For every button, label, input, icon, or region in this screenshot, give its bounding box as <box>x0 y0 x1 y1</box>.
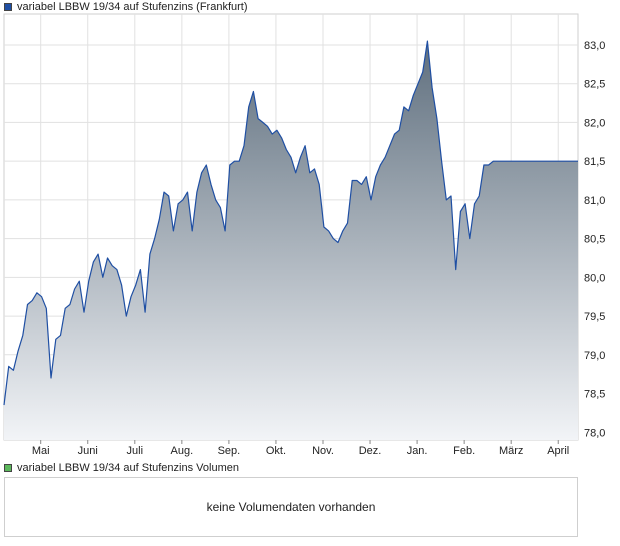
y-tick-label: 81,5 <box>584 156 605 168</box>
volume-legend-swatch <box>4 464 12 472</box>
price-legend: variabel LBBW 19/34 auf Stufenzins (Fran… <box>4 0 248 14</box>
y-tick-label: 82,5 <box>584 79 605 91</box>
price-line <box>3 40 578 406</box>
price-area-fill <box>4 41 578 440</box>
volume-legend: variabel LBBW 19/34 auf Stufenzins Volum… <box>4 461 239 475</box>
x-tick-label: Juni <box>78 445 98 457</box>
x-tick-label: April <box>547 445 569 457</box>
price-legend-label: variabel LBBW 19/34 auf Stufenzins (Fran… <box>17 1 248 13</box>
volume-legend-label: variabel LBBW 19/34 auf Stufenzins Volum… <box>17 462 239 474</box>
y-tick-label: 81,0 <box>584 195 605 207</box>
y-tick-label: 79,5 <box>584 311 605 323</box>
x-tick-label: Jan. <box>407 445 428 457</box>
volume-panel: keine Volumendaten vorhanden <box>4 477 578 537</box>
y-tick-label: 83,0 <box>584 40 605 52</box>
y-tick-label: 82,0 <box>584 117 605 129</box>
x-tick-label: Feb. <box>453 445 475 457</box>
x-tick-label: Okt. <box>266 445 286 457</box>
y-tick-label: 79,0 <box>584 350 605 362</box>
x-tick-label: März <box>499 445 523 457</box>
x-tick-label: Juli <box>127 445 144 457</box>
y-tick-label: 80,0 <box>584 272 605 284</box>
y-tick-label: 78,5 <box>584 389 605 401</box>
price-chart: Mai Juni Juli Aug. Sep. Okt. Nov. Dez. Jan. Feb. M… <box>3 13 605 457</box>
price-legend-swatch <box>4 3 12 11</box>
volume-empty-message: keine Volumendaten vorhanden <box>206 500 376 514</box>
x-tick-label: Aug. <box>171 445 194 457</box>
x-tick-label: Dez. <box>359 445 382 457</box>
x-tick-label: Nov. <box>312 445 334 457</box>
x-tick-label: Mai <box>32 445 50 457</box>
y-tick-label: 80,5 <box>584 234 605 246</box>
x-tick-label: Sep. <box>218 445 241 457</box>
y-tick-label: 78,0 <box>584 427 605 439</box>
